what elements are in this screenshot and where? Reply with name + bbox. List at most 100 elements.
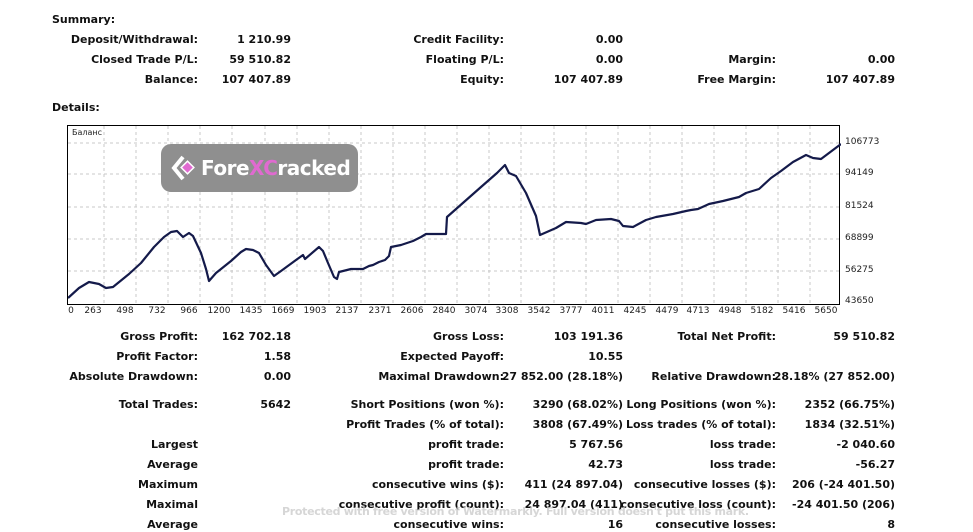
logo-text-suffix: racked [277, 156, 351, 180]
deposit-withdrawal-label: Deposit/Withdrawal: [70, 33, 198, 46]
total-trades-label: Total Trades: [118, 398, 198, 411]
gross-loss-value: 103 191.36 [553, 330, 623, 343]
floating-pl-label: Floating P/L: [425, 53, 504, 66]
forexcracked-logo: ForeXCracked [161, 144, 358, 192]
profit-trades-label: Profit Trades (% of total): [346, 418, 504, 431]
maximal-label: Maximal [146, 498, 198, 511]
maximal-drawdown-label: Maximal Drawdown: [378, 370, 504, 383]
watermark-text: Protected with free version of Watermark… [282, 505, 749, 518]
y-tick: 81524 [845, 201, 874, 211]
x-tick: 4245 [623, 306, 647, 316]
x-tick: 3308 [495, 306, 519, 316]
x-tick: 1435 [239, 306, 263, 316]
x-tick: 3542 [527, 306, 551, 316]
x-tick: 2137 [335, 306, 359, 316]
margin-label: Margin: [728, 53, 776, 66]
x-tick: 1200 [207, 306, 231, 316]
x-tick: 1903 [303, 306, 327, 316]
max-consecutive-losses-label: consecutive losses ($): [633, 478, 776, 491]
x-tick: 263 [84, 306, 102, 316]
x-tick: 3074 [464, 306, 488, 316]
x-tick: 0 [68, 306, 74, 316]
total-net-profit-value: 59 510.82 [833, 330, 895, 343]
x-tick: 2840 [432, 306, 456, 316]
gross-profit-value: 162 702.18 [221, 330, 291, 343]
long-positions-label: Long Positions (won %): [626, 398, 776, 411]
relative-drawdown-value: 28.18% (27 852.00) [773, 370, 895, 383]
average-profit-trade-label: profit trade: [428, 458, 504, 471]
loss-trades-label: Loss trades (% of total): [625, 418, 776, 431]
maximal-drawdown-value: 27 852.00 (28.18%) [501, 370, 623, 383]
profit-factor-label: Profit Factor: [116, 350, 198, 363]
max-consecutive-wins-value: 411 (24 897.04) [524, 478, 623, 491]
credit-facility-label: Credit Facility: [413, 33, 504, 46]
maximal-consecutive-profit-value: 24 897.04 (411) [524, 498, 623, 511]
details-heading: Details: [52, 101, 100, 114]
gross-profit-label: Gross Profit: [120, 330, 198, 343]
max-consecutive-losses-value: 206 (-24 401.50) [792, 478, 895, 491]
average-loss-trade-value: -56.27 [855, 458, 895, 471]
average-profit-trade-value: 42.73 [588, 458, 623, 471]
chart-title: Баланс [72, 128, 103, 137]
x-tick: 498 [116, 306, 134, 316]
average-consecutive-wins-label: consecutive wins: [393, 518, 504, 531]
average-loss-trade-label: loss trade: [709, 458, 776, 471]
short-positions-label: Short Positions (won %): [350, 398, 504, 411]
y-tick: 56275 [845, 265, 874, 275]
x-tick: 5650 [814, 306, 838, 316]
largest-profit-trade-value: 5 767.56 [569, 438, 623, 451]
expected-payoff-value: 10.55 [588, 350, 623, 363]
absolute-drawdown-value: 0.00 [263, 370, 291, 383]
x-tick: 4011 [591, 306, 615, 316]
y-tick: 106773 [845, 137, 880, 147]
deposit-withdrawal-value: 1 210.99 [237, 33, 291, 46]
average-consecutive-label: Average [147, 518, 198, 531]
logo-text-accent: XC [249, 156, 278, 180]
y-tick: 43650 [845, 296, 874, 306]
gross-loss-label: Gross Loss: [433, 330, 504, 343]
short-positions-value: 3290 (68.02%) [532, 398, 623, 411]
largest-profit-trade-label: profit trade: [428, 438, 504, 451]
absolute-drawdown-label: Absolute Drawdown: [69, 370, 198, 383]
maximal-consecutive-loss-value: -24 401.50 (206) [792, 498, 895, 511]
x-tick: 4713 [686, 306, 710, 316]
summary-heading: Summary: [52, 13, 116, 26]
credit-facility-value: 0.00 [595, 33, 623, 46]
long-positions-value: 2352 (66.75%) [804, 398, 895, 411]
balance-chart-plot [68, 126, 841, 306]
x-tick: 4948 [718, 306, 742, 316]
diamond-chevron-icon [171, 155, 195, 181]
x-tick: 1669 [271, 306, 295, 316]
x-tick: 4479 [655, 306, 679, 316]
balance-label: Balance: [144, 73, 198, 86]
x-tick: 2606 [400, 306, 424, 316]
expected-payoff-label: Expected Payoff: [400, 350, 504, 363]
profit-trades-value: 3808 (67.49%) [532, 418, 623, 431]
maximal-consecutive-loss-label: consecutive loss (count): [620, 498, 776, 511]
closed-trade-pl-label: Closed Trade P/L: [91, 53, 198, 66]
largest-label: Largest [151, 438, 198, 451]
largest-loss-trade-value: -2 040.60 [836, 438, 896, 451]
maximum-label: Maximum [138, 478, 198, 491]
y-tick: 68899 [845, 233, 874, 243]
margin-value: 0.00 [867, 53, 895, 66]
y-tick: 94149 [845, 168, 874, 178]
average-consecutive-wins-value: 16 [607, 518, 623, 531]
total-trades-value: 5642 [260, 398, 291, 411]
equity-label: Equity: [460, 73, 504, 86]
loss-trades-value: 1834 (32.51%) [804, 418, 895, 431]
free-margin-label: Free Margin: [697, 73, 776, 86]
total-net-profit-label: Total Net Profit: [677, 330, 777, 343]
largest-loss-trade-label: loss trade: [709, 438, 776, 451]
balance-line [68, 143, 841, 299]
max-consecutive-wins-label: consecutive wins ($): [371, 478, 504, 491]
free-margin-value: 107 407.89 [825, 73, 895, 86]
logo-text: ForeXCracked [201, 156, 351, 180]
average-consecutive-losses-label: consecutive losses: [655, 518, 776, 531]
x-tick: 966 [180, 306, 198, 316]
maximal-consecutive-profit-label: consecutive profit (count): [338, 498, 504, 511]
x-tick: 3777 [559, 306, 583, 316]
profit-factor-value: 1.58 [263, 350, 291, 363]
average-consecutive-losses-value: 8 [887, 518, 895, 531]
x-tick: 732 [148, 306, 166, 316]
